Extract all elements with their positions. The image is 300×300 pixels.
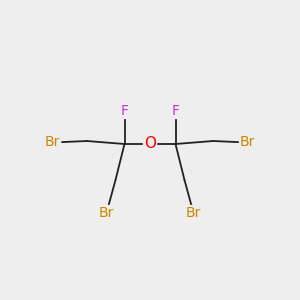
Text: O: O [144,136,156,152]
Text: Br: Br [240,136,255,149]
Text: Br: Br [186,206,201,220]
Text: Br: Br [45,136,60,149]
Text: F: F [121,104,128,118]
Text: F: F [172,104,179,118]
Text: Br: Br [99,206,114,220]
